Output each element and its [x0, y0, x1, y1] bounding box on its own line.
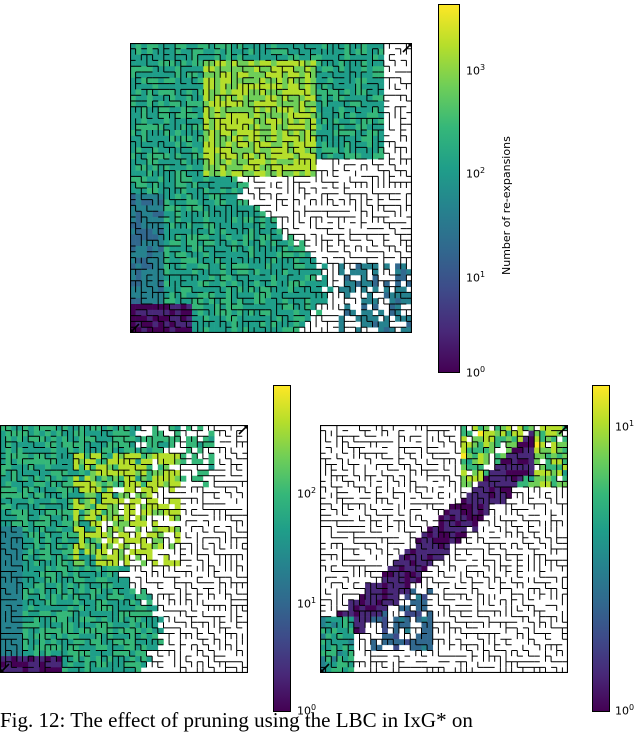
maze-grid-top — [130, 43, 412, 333]
top-goal-marker — [402, 43, 412, 53]
colorbar-label: Number of re-expansions — [500, 136, 513, 275]
maze-heatmap-bottom-right — [320, 425, 568, 673]
bottom-left-goal-marker — [238, 425, 248, 435]
bottom-left-border — [0, 425, 248, 673]
top-start-marker — [130, 323, 140, 333]
colorbar-top-tick-1: 101 — [466, 270, 486, 285]
bottom-right-border — [320, 425, 568, 673]
maze-heatmap-top — [130, 43, 412, 333]
top-border — [130, 43, 412, 333]
colorbar-top — [438, 4, 460, 373]
maze-grid-bottom-left — [0, 425, 248, 673]
colorbar-bl-tick-1: 101 — [297, 596, 317, 611]
colorbar-bl-tick-2: 102 — [297, 486, 317, 501]
colorbar-bottom-right — [592, 385, 610, 712]
bottom-left-start-marker — [0, 663, 10, 673]
colorbar-br-tick-0: 100 — [615, 703, 635, 718]
figure-caption: Fig. 12: The effect of pruning using the… — [0, 708, 473, 732]
maze-grid-bottom-right — [320, 425, 568, 673]
colorbar-br-tick-1: 101 — [615, 419, 635, 434]
bottom-right-goal-marker — [558, 425, 568, 435]
colorbar-top-tick-2: 102 — [466, 166, 486, 181]
colorbar-top-tick-0: 100 — [466, 365, 486, 380]
maze-heatmap-bottom-left — [0, 425, 248, 673]
colorbar-top-tick-3: 103 — [466, 63, 486, 78]
colorbar-bottom-left — [273, 385, 291, 712]
bottom-right-start-marker — [320, 663, 330, 673]
colorbar-bl-tick-0: 100 — [297, 703, 317, 718]
